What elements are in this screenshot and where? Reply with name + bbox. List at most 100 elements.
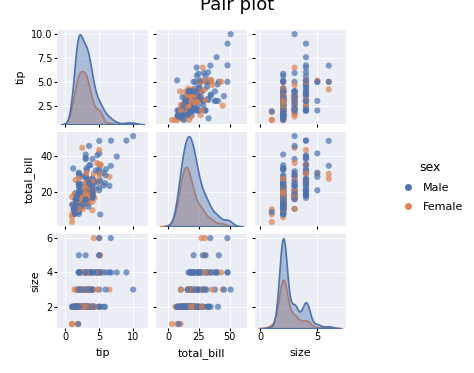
Point [184, 304, 192, 310]
Point [227, 286, 235, 292]
Point [191, 89, 199, 95]
Point [279, 97, 287, 103]
Point [302, 162, 310, 168]
Point [279, 103, 287, 109]
Point [85, 286, 93, 292]
Point [184, 91, 192, 97]
Point [85, 304, 93, 310]
Point [82, 199, 90, 205]
Point [189, 286, 197, 292]
Point [279, 112, 287, 118]
Point [73, 304, 81, 310]
Point [184, 107, 191, 113]
Point [82, 193, 90, 199]
Point [177, 111, 185, 117]
Point [173, 78, 181, 84]
Point [302, 183, 310, 189]
Point [82, 176, 90, 182]
Point [218, 79, 225, 85]
Point [102, 286, 109, 292]
Point [183, 98, 191, 104]
Point [100, 170, 107, 176]
Point [291, 93, 298, 99]
Point [75, 269, 82, 275]
Point [279, 98, 287, 104]
Point [96, 269, 103, 275]
Point [279, 197, 287, 203]
Point [75, 304, 82, 310]
Point [70, 206, 78, 212]
Point [80, 194, 88, 200]
Point [279, 198, 287, 204]
Point [302, 167, 310, 173]
Point [279, 195, 287, 201]
Text: Pair plot: Pair plot [200, 0, 274, 14]
Point [279, 192, 287, 198]
Point [89, 183, 96, 189]
Point [82, 189, 90, 195]
Point [291, 98, 298, 104]
Point [302, 192, 310, 198]
Point [291, 196, 298, 202]
Point [75, 304, 83, 310]
Point [202, 73, 210, 79]
Point [279, 103, 287, 109]
Point [279, 184, 287, 190]
Point [192, 95, 200, 101]
Point [200, 304, 208, 310]
Point [195, 92, 202, 98]
Point [82, 192, 90, 198]
Point [79, 304, 87, 310]
Point [181, 107, 188, 113]
Point [85, 286, 93, 292]
Point [180, 117, 187, 123]
Point [187, 91, 194, 97]
Point [302, 181, 310, 187]
Point [279, 211, 287, 217]
Point [75, 269, 82, 275]
Point [74, 304, 82, 310]
Point [205, 97, 212, 103]
Point [168, 321, 176, 327]
Point [100, 304, 108, 310]
Point [182, 107, 190, 113]
Point [189, 107, 197, 113]
Point [196, 85, 203, 91]
Point [279, 189, 287, 195]
Point [291, 183, 298, 189]
Point [183, 304, 191, 310]
Point [187, 286, 194, 292]
Point [179, 304, 186, 310]
Point [302, 88, 310, 94]
Point [180, 107, 188, 113]
Point [279, 214, 287, 220]
Point [194, 93, 202, 99]
Point [89, 191, 96, 197]
Point [68, 304, 76, 310]
Point [190, 286, 198, 292]
Point [197, 304, 205, 310]
Point [95, 187, 103, 193]
Point [279, 192, 287, 198]
Point [279, 107, 287, 113]
Point [84, 187, 92, 193]
Point [279, 117, 287, 123]
Point [279, 107, 287, 113]
Point [89, 304, 96, 310]
Point [82, 269, 90, 275]
Point [83, 167, 91, 173]
Point [186, 107, 194, 113]
Point [196, 77, 204, 83]
Point [279, 192, 287, 198]
Point [279, 192, 287, 198]
Point [279, 107, 287, 113]
Point [279, 107, 287, 113]
Point [181, 304, 188, 310]
Point [279, 198, 287, 204]
Point [178, 304, 185, 310]
Point [75, 200, 82, 206]
Point [291, 173, 298, 179]
Point [302, 98, 310, 104]
Point [191, 98, 198, 104]
Point [80, 188, 88, 194]
